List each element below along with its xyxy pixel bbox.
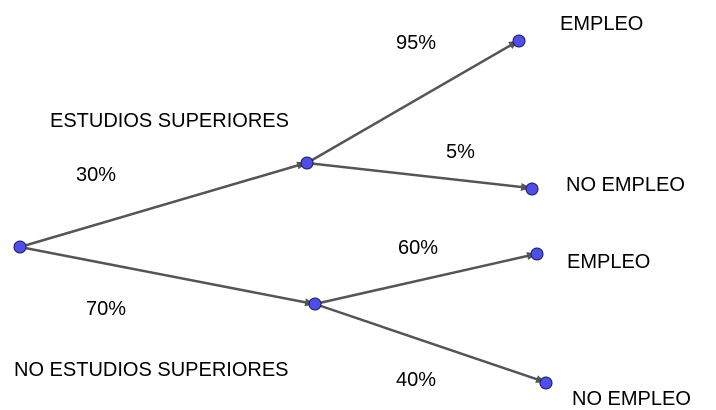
edge-upper-to-no-empleo (306, 161, 531, 191)
edges (19, 39, 546, 384)
estudios-superiores-node (300, 156, 314, 170)
upper-no-empleo-probability: 5% (446, 141, 475, 163)
upper-empleo-node (512, 34, 526, 48)
edge-lower-to-no-empleo (314, 302, 546, 384)
lower-empleo-label: EMPLEO (567, 251, 650, 273)
estudios-superiores-label: ESTUDIOS SUPERIORES (50, 110, 289, 132)
upper-no-empleo-label: NO EMPLEO (566, 174, 685, 196)
lower-no-empleo-node (539, 376, 553, 390)
lower-empleo-probability: 60% (398, 237, 438, 259)
lower-no-empleo-label: NO EMPLEO (572, 388, 691, 410)
root-node (13, 240, 27, 254)
upper-empleo-label: EMPLEO (560, 13, 643, 35)
edge-lower-to-empleo (314, 252, 537, 306)
no-estudios-superiores-label: NO ESTUDIOS SUPERIORES (14, 359, 289, 381)
estudios-superiores-probability: 30% (76, 164, 116, 186)
lower-empleo-node (530, 247, 544, 261)
no-estudios-superiores-node (308, 297, 322, 311)
labels: ESTUDIOS SUPERIORES 30% 70% NO ESTUDIOS … (14, 13, 691, 410)
lower-no-empleo-probability: 40% (396, 369, 436, 391)
edge-root-to-upper (19, 161, 307, 249)
edge-upper-to-empleo (306, 39, 519, 165)
no-estudios-superiores-probability: 70% (86, 298, 126, 320)
nodes (13, 34, 553, 390)
edge-root-to-lower (19, 245, 315, 307)
upper-no-empleo-node (525, 182, 539, 196)
upper-empleo-probability: 95% (396, 32, 436, 54)
